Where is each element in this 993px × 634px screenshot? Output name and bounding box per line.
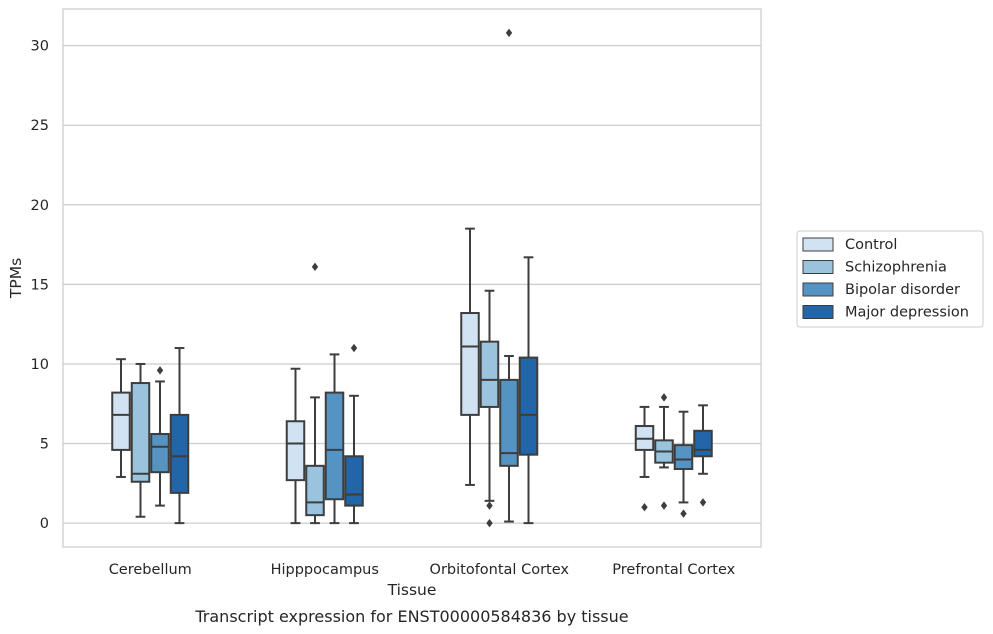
iqr-box	[460, 312, 480, 416]
y-tick-label: 15	[31, 277, 49, 293]
legend-frame	[796, 230, 984, 328]
x-tick-label: Orbitofontal Cortex	[430, 562, 570, 578]
x-tick-label: Cerebellum	[109, 562, 192, 578]
box-schizophrenia	[654, 393, 674, 510]
box-control	[285, 367, 306, 525]
x-tick-label: Hipppocampus	[271, 562, 379, 578]
legend: Control Schizophrenia Bipolar disorder Majo…	[796, 230, 984, 328]
box-bipolar-disorder	[324, 353, 345, 525]
outlier-point	[486, 518, 493, 528]
legend-swatch	[802, 305, 834, 319]
y-tick-label: 5	[40, 437, 49, 453]
box-bipolar-disorder	[150, 366, 170, 507]
y-tick-label: 0	[40, 516, 49, 532]
legend-swatch	[802, 282, 834, 297]
y-tick-label: 20	[31, 198, 49, 214]
box-major-depression	[693, 404, 713, 507]
y-tick-label: 25	[31, 118, 49, 134]
iqr-box	[518, 356, 539, 456]
outlier-point	[156, 366, 164, 375]
iqr-box	[693, 429, 713, 458]
box-major-depression	[169, 347, 190, 525]
outlier-point	[311, 262, 319, 272]
iqr-box	[150, 432, 170, 474]
iqr-box	[169, 413, 190, 494]
legend-label: Schizophrenia	[845, 260, 947, 276]
y-tick-label: 10	[31, 357, 49, 373]
iqr-box	[673, 444, 694, 471]
iqr-box	[344, 455, 364, 507]
box-bipolar-disorder	[499, 28, 519, 523]
box-control	[460, 227, 480, 486]
box-major-depression	[344, 343, 364, 525]
iqr-box	[111, 391, 131, 451]
legend-swatch	[802, 237, 834, 252]
box-groups	[111, 28, 713, 528]
x-axis-ticks: Cerebellum Hipppocampus Orbitofontal Corte…	[109, 562, 736, 578]
chart-caption: Transcript expression for ENST0000058483…	[194, 607, 628, 626]
plot-frame	[62, 8, 762, 548]
legend-label: Bipolar disorder	[845, 282, 960, 298]
box-bipolar-disorder	[673, 410, 694, 518]
outlier-point	[680, 509, 687, 518]
outlier-point	[660, 393, 668, 402]
outlier-point	[660, 501, 668, 510]
outlier-point	[350, 343, 358, 353]
outlier-point	[505, 28, 513, 38]
iqr-box	[499, 378, 519, 467]
box-major-depression	[518, 256, 539, 525]
iqr-box	[285, 420, 306, 482]
outlier-point	[486, 501, 493, 510]
iqr-box	[479, 340, 500, 408]
outlier-point	[641, 503, 648, 512]
iqr-box	[305, 464, 325, 517]
iqr-box	[130, 382, 151, 483]
box-schizophrenia	[130, 362, 151, 518]
box-control	[634, 405, 655, 512]
outlier-point	[699, 498, 707, 507]
legend-label: Control	[845, 237, 897, 253]
x-tick-label: Prefrontal Cortex	[612, 562, 735, 578]
y-tick-label: 30	[31, 39, 49, 55]
iqr-box	[324, 391, 345, 501]
y-axis-title: TPMs	[7, 258, 25, 299]
legend-swatch	[802, 260, 834, 274]
y-axis-ticks: 0 5 10 15 20 25 30	[31, 39, 49, 533]
x-axis-title: Tissue	[387, 581, 437, 599]
legend-label: Major depression	[845, 305, 969, 321]
box-schizophrenia	[479, 289, 500, 528]
box-schizophrenia	[305, 262, 325, 525]
box-control	[111, 358, 131, 478]
